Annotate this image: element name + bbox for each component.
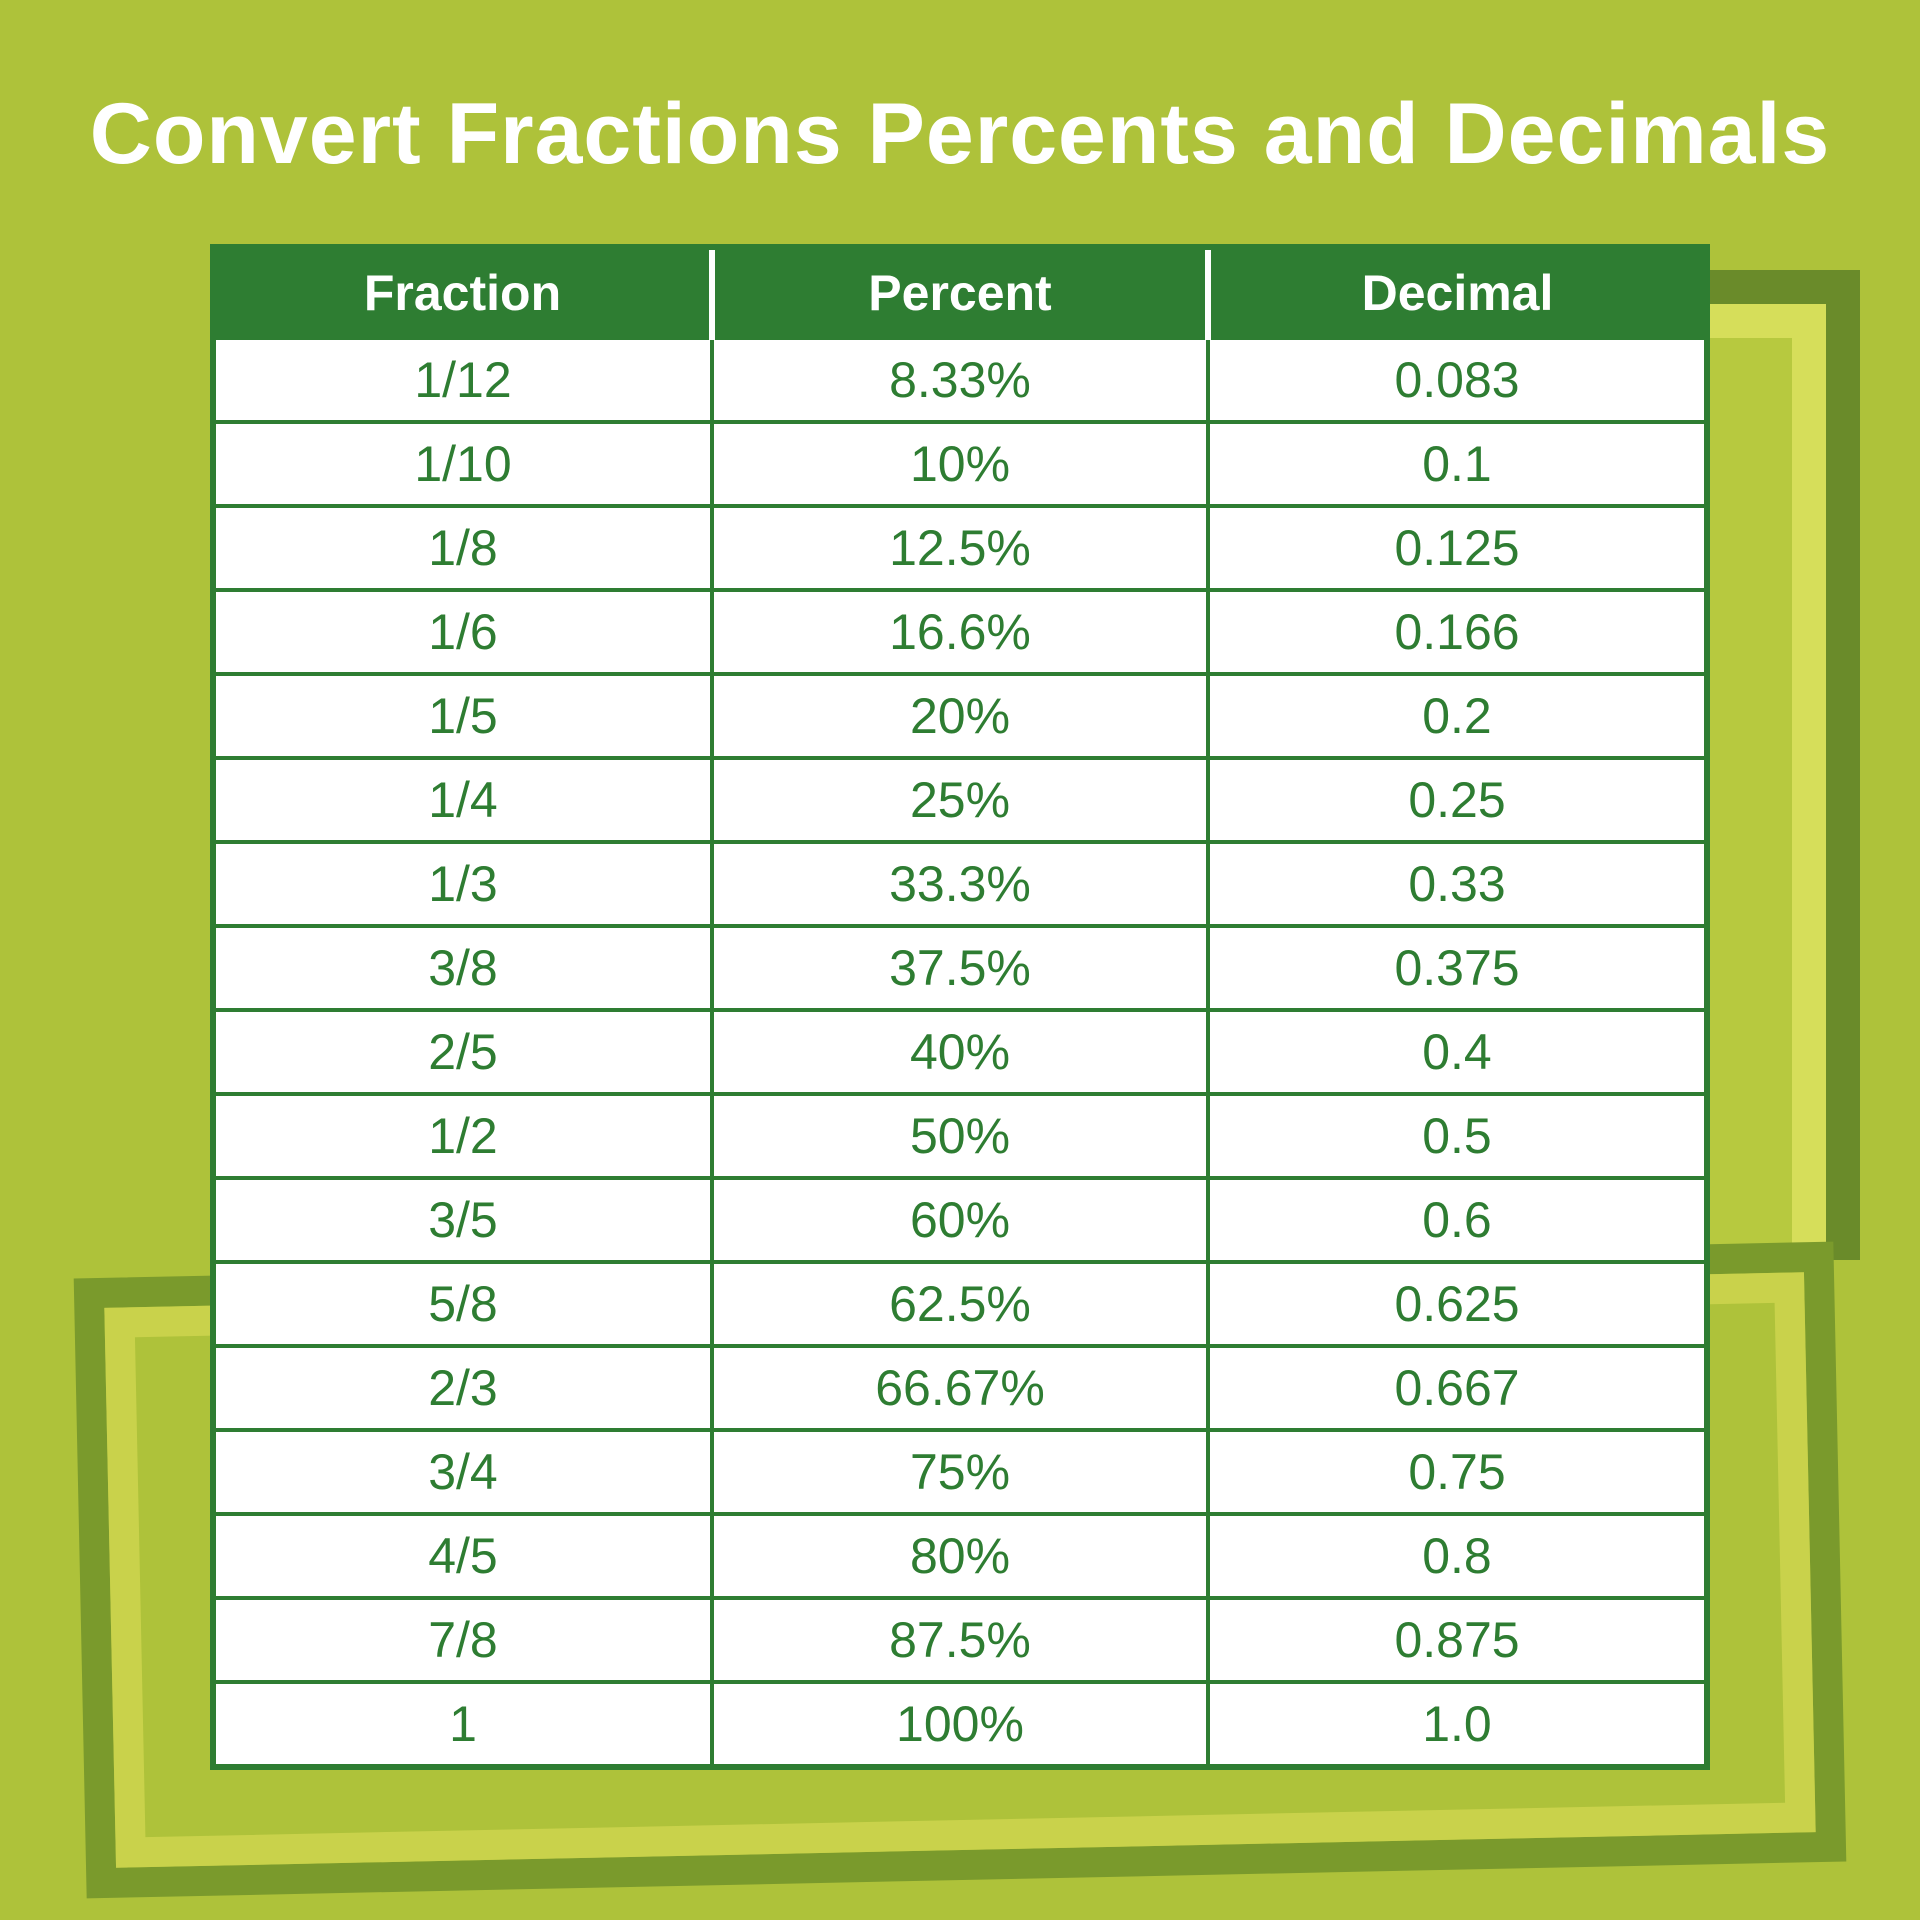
table-cell: 2/3 xyxy=(216,1346,712,1430)
table-cell: 1/8 xyxy=(216,506,712,590)
table-cell: 7/8 xyxy=(216,1598,712,1682)
table-cell: 66.67% xyxy=(712,1346,1208,1430)
table-cell: 60% xyxy=(712,1178,1208,1262)
table-cell: 40% xyxy=(712,1010,1208,1094)
table-cell: 0.625 xyxy=(1208,1262,1704,1346)
table-row: 1/812.5%0.125 xyxy=(216,506,1704,590)
table-cell: 1/10 xyxy=(216,422,712,506)
table-header-row: Fraction Percent Decimal xyxy=(216,250,1704,338)
table-row: 5/862.5%0.625 xyxy=(216,1262,1704,1346)
table-cell: 1.0 xyxy=(1208,1682,1704,1764)
table-cell: 1 xyxy=(216,1682,712,1764)
table-row: 3/475%0.75 xyxy=(216,1430,1704,1514)
table-row: 1100%1.0 xyxy=(216,1682,1704,1764)
table-row: 1/1010%0.1 xyxy=(216,422,1704,506)
table-cell: 0.5 xyxy=(1208,1094,1704,1178)
table-row: 1/128.33%0.083 xyxy=(216,338,1704,422)
table-cell: 3/5 xyxy=(216,1178,712,1262)
table-cell: 0.875 xyxy=(1208,1598,1704,1682)
col-percent: Percent xyxy=(712,250,1208,338)
table-cell: 3/8 xyxy=(216,926,712,1010)
slide-background: Convert Fractions Percents and Decimals … xyxy=(0,0,1920,1920)
table-cell: 0.75 xyxy=(1208,1430,1704,1514)
table-row: 7/887.5%0.875 xyxy=(216,1598,1704,1682)
table-cell: 80% xyxy=(712,1514,1208,1598)
table-cell: 20% xyxy=(712,674,1208,758)
table-cell: 33.3% xyxy=(712,842,1208,926)
table-row: 2/540%0.4 xyxy=(216,1010,1704,1094)
table-cell: 75% xyxy=(712,1430,1208,1514)
table-cell: 0.8 xyxy=(1208,1514,1704,1598)
table-row: 2/366.67%0.667 xyxy=(216,1346,1704,1430)
table-cell: 4/5 xyxy=(216,1514,712,1598)
table-cell: 16.6% xyxy=(712,590,1208,674)
table-cell: 0.083 xyxy=(1208,338,1704,422)
table-cell: 0.4 xyxy=(1208,1010,1704,1094)
col-decimal: Decimal xyxy=(1208,250,1704,338)
table-row: 3/560%0.6 xyxy=(216,1178,1704,1262)
col-fraction: Fraction xyxy=(216,250,712,338)
table-cell: 10% xyxy=(712,422,1208,506)
table-cell: 100% xyxy=(712,1682,1208,1764)
table-row: 1/250%0.5 xyxy=(216,1094,1704,1178)
table-cell: 0.166 xyxy=(1208,590,1704,674)
table-cell: 87.5% xyxy=(712,1598,1208,1682)
table-row: 1/520%0.2 xyxy=(216,674,1704,758)
table-cell: 12.5% xyxy=(712,506,1208,590)
table-cell: 50% xyxy=(712,1094,1208,1178)
table-cell: 25% xyxy=(712,758,1208,842)
table-cell: 1/5 xyxy=(216,674,712,758)
table-cell: 1/4 xyxy=(216,758,712,842)
table-cell: 8.33% xyxy=(712,338,1208,422)
table-row: 4/580%0.8 xyxy=(216,1514,1704,1598)
table-cell: 0.667 xyxy=(1208,1346,1704,1430)
table-cell: 37.5% xyxy=(712,926,1208,1010)
table-cell: 5/8 xyxy=(216,1262,712,1346)
table-row: 1/333.3%0.33 xyxy=(216,842,1704,926)
table-cell: 0.1 xyxy=(1208,422,1704,506)
table-cell: 3/4 xyxy=(216,1430,712,1514)
table-cell: 0.6 xyxy=(1208,1178,1704,1262)
table-cell: 1/3 xyxy=(216,842,712,926)
table-cell: 1/12 xyxy=(216,338,712,422)
table-row: 1/425%0.25 xyxy=(216,758,1704,842)
table-cell: 0.25 xyxy=(1208,758,1704,842)
table-cell: 0.125 xyxy=(1208,506,1704,590)
table-cell: 2/5 xyxy=(216,1010,712,1094)
table-cell: 1/6 xyxy=(216,590,712,674)
table-cell: 0.33 xyxy=(1208,842,1704,926)
table-cell: 62.5% xyxy=(712,1262,1208,1346)
table-cell: 0.375 xyxy=(1208,926,1704,1010)
table-cell: 1/2 xyxy=(216,1094,712,1178)
table-row: 3/837.5%0.375 xyxy=(216,926,1704,1010)
table-cell: 0.2 xyxy=(1208,674,1704,758)
table-row: 1/616.6%0.166 xyxy=(216,590,1704,674)
page-title: Convert Fractions Percents and Decimals xyxy=(0,85,1920,184)
conversion-table: Fraction Percent Decimal 1/128.33%0.0831… xyxy=(210,244,1710,1770)
